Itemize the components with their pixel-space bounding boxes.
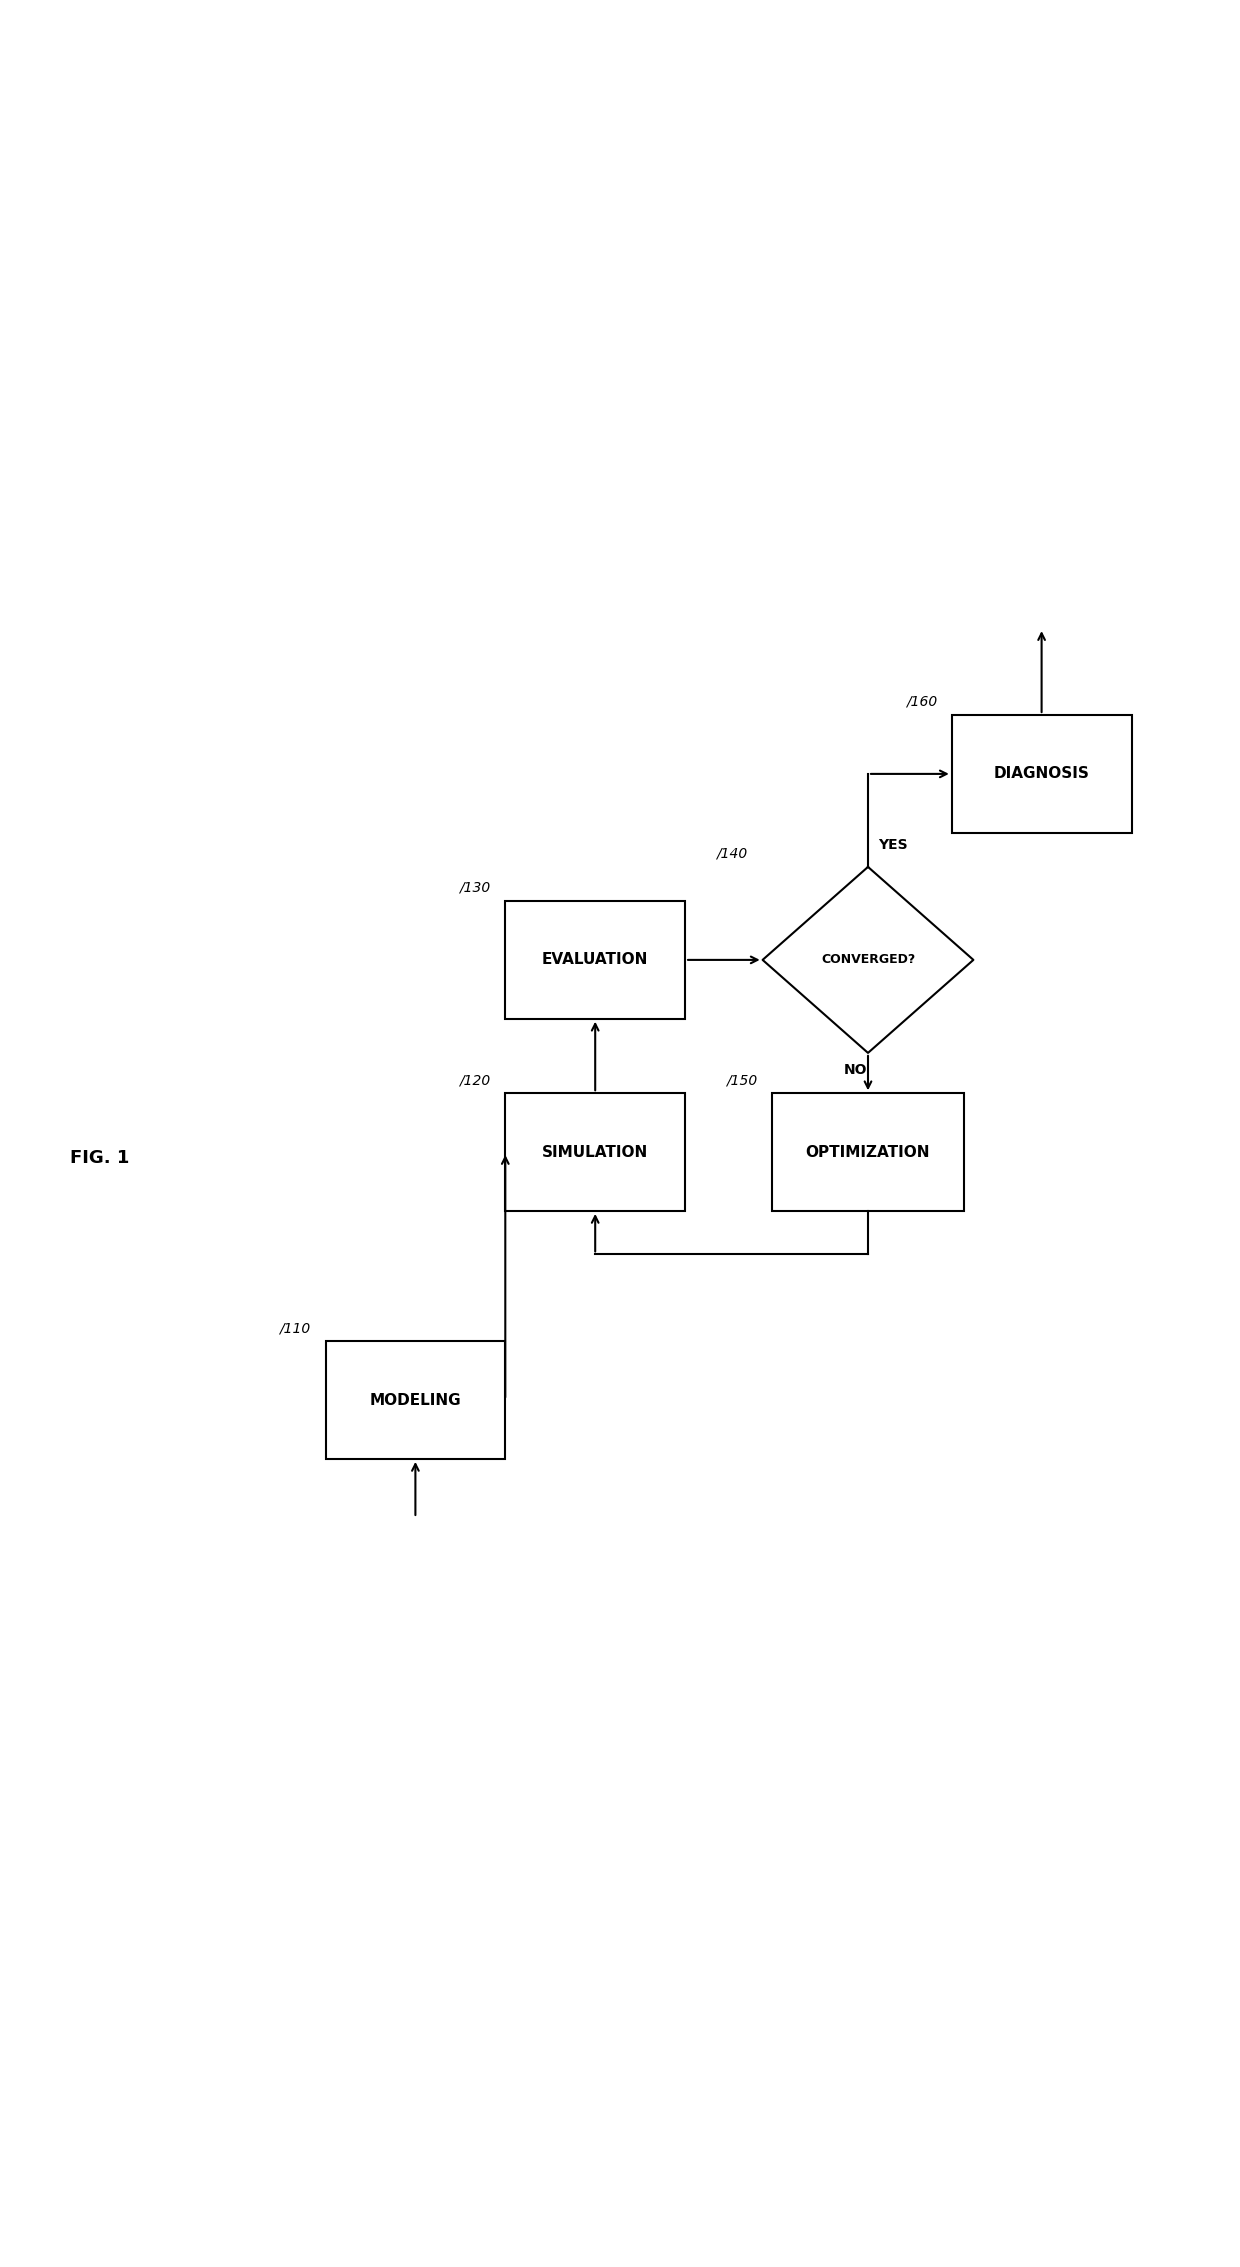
Text: /150: /150 — [725, 1072, 756, 1086]
FancyBboxPatch shape — [952, 714, 1131, 832]
Text: FIG. 1: FIG. 1 — [69, 1149, 129, 1168]
FancyBboxPatch shape — [506, 1093, 684, 1211]
Text: YES: YES — [878, 839, 908, 852]
FancyBboxPatch shape — [771, 1093, 965, 1211]
Text: DIAGNOSIS: DIAGNOSIS — [993, 766, 1090, 782]
Text: /140: /140 — [717, 846, 748, 861]
Text: /130: /130 — [459, 882, 490, 895]
FancyBboxPatch shape — [325, 1342, 506, 1460]
Text: /160: /160 — [905, 694, 937, 710]
Text: EVALUATION: EVALUATION — [542, 952, 649, 968]
Text: MODELING: MODELING — [370, 1392, 461, 1408]
Text: CONVERGED?: CONVERGED? — [821, 954, 915, 966]
Text: NO: NO — [844, 1063, 867, 1077]
Text: /120: /120 — [459, 1072, 490, 1086]
Text: /110: /110 — [279, 1322, 310, 1335]
Text: OPTIMIZATION: OPTIMIZATION — [806, 1145, 930, 1161]
FancyBboxPatch shape — [506, 900, 684, 1018]
Text: SIMULATION: SIMULATION — [542, 1145, 649, 1161]
